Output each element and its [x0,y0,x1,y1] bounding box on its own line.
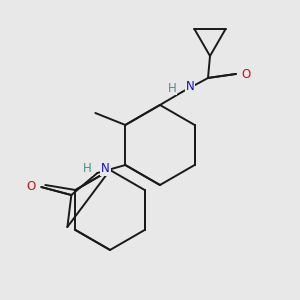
Text: O: O [27,181,36,194]
Text: N: N [101,163,110,176]
Text: O: O [242,68,250,80]
Text: H: H [83,163,92,176]
Text: H: H [168,82,176,94]
Text: N: N [186,80,194,94]
